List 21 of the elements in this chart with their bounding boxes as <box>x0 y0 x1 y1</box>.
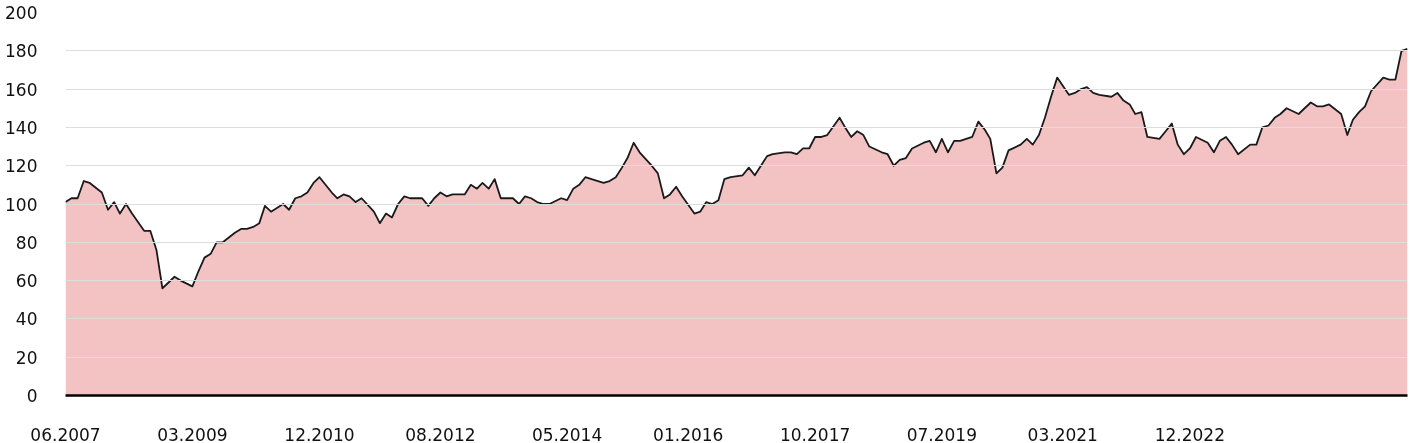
x-tick-label: 03.2009 <box>157 424 228 443</box>
y-tick-label: 120 <box>5 156 38 177</box>
x-tick-label: 08.2012 <box>405 424 476 443</box>
x-tick-label: 07.2019 <box>906 424 977 443</box>
y-tick-label: 200 <box>5 3 38 23</box>
y-tick-label: 160 <box>5 79 38 100</box>
x-tick-label: 12.2010 <box>284 424 355 443</box>
y-tick-label: 100 <box>5 194 38 215</box>
x-tick-label: 05.2014 <box>531 424 603 443</box>
y-tick-label: 60 <box>15 271 38 292</box>
x-tick-label: 10.2017 <box>779 424 851 443</box>
y-tick-label: 0 <box>26 386 38 406</box>
y-tick-label: 40 <box>15 309 38 330</box>
x-tick-label: 12.2022 <box>1154 424 1226 443</box>
x-tick-label: 06.2007 <box>30 424 101 443</box>
y-tick-label: 180 <box>5 41 38 62</box>
x-tick-label: 01.2016 <box>653 424 724 443</box>
y-tick-label: 20 <box>15 347 38 368</box>
x-tick-label: 03.2021 <box>1027 424 1098 443</box>
y-tick-label: 80 <box>15 232 38 253</box>
y-tick-label: 140 <box>5 117 38 138</box>
